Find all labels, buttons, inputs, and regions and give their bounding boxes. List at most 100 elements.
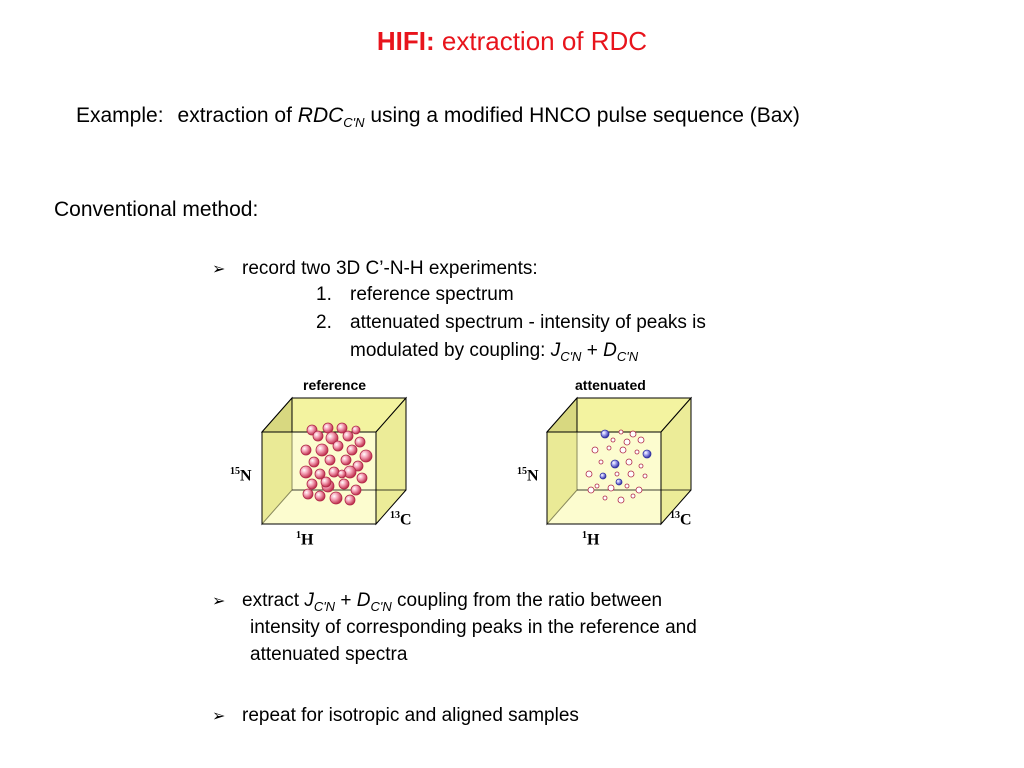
bullet-1-text: record two 3D C’-N-H experiments: [242, 258, 538, 279]
peak-marker [324, 454, 336, 466]
peak-marker [354, 436, 366, 448]
peak-marker [610, 437, 616, 443]
list-item-1: 1. reference spectrum [316, 282, 514, 308]
example-rdc-sub: C'N [343, 115, 365, 130]
peak-marker [346, 444, 358, 456]
plus-sign: + [581, 340, 604, 361]
peak-marker [332, 440, 344, 452]
reference-peaks [299, 422, 373, 506]
peak-marker [615, 478, 623, 486]
peak-marker [599, 472, 607, 480]
bullet-2-post: coupling from the ratio between [391, 590, 663, 611]
peak-marker [342, 430, 354, 442]
bullet-2-line2: intensity of corresponding peaks in the … [250, 617, 697, 638]
peak-marker [336, 422, 348, 434]
peak-marker [630, 493, 636, 499]
peak-marker [591, 446, 599, 454]
peak-marker [340, 454, 352, 466]
d-subscript: C'N [370, 599, 392, 614]
j-symbol: J [550, 340, 561, 361]
d-subscript: C'N [616, 349, 639, 364]
peak-marker [598, 459, 604, 465]
peak-marker [344, 494, 356, 506]
peak-marker [338, 478, 350, 490]
peak-marker [627, 470, 635, 478]
peak-marker [329, 491, 343, 505]
peak-marker [312, 430, 324, 442]
peak-marker [352, 460, 364, 472]
d-symbol: D [356, 590, 371, 611]
example-label: Example: [76, 104, 164, 127]
peak-marker [356, 472, 368, 484]
arrow-bullet-icon: ➢ [212, 593, 226, 610]
peak-marker [635, 486, 643, 494]
bullet-1: ➢ record two 3D C’-N-H experiments: [212, 256, 538, 283]
attenuated-cube [545, 396, 693, 526]
bullet-2: ➢ extract JC'N + DC'N coupling from the r… [212, 588, 662, 620]
peak-marker [325, 431, 339, 445]
peak-marker [299, 465, 313, 479]
example-rdc: RDC [297, 104, 344, 127]
peak-marker [642, 473, 648, 479]
peak-marker [320, 476, 332, 488]
arrow-bullet-icon: ➢ [212, 708, 226, 725]
j-symbol: J [304, 590, 314, 611]
list-item-2: 2. attenuated spectrum - intensity of pea… [316, 310, 706, 336]
list-item-1-num: 1. [316, 284, 332, 305]
peak-marker [607, 484, 615, 492]
example-post: using a modified HNCO pulse sequence (Ba… [364, 104, 800, 127]
peak-marker [322, 422, 334, 434]
list-item-2-text: attenuated spectrum - intensity of peaks… [350, 312, 706, 333]
title-rest: extraction of RDC [434, 26, 648, 56]
attenuated-peaks [585, 429, 652, 504]
arrow-bullet-icon: ➢ [212, 261, 226, 278]
peak-marker [600, 429, 610, 439]
peak-marker [619, 446, 627, 454]
peak-marker [315, 443, 329, 457]
peak-marker [617, 496, 625, 504]
bullet-3-text: repeat for isotropic and aligned samples [242, 705, 579, 726]
peak-marker [637, 436, 645, 444]
peak-marker [623, 438, 631, 446]
peak-marker [606, 445, 612, 451]
example-line: Example: extraction of RDCC'N using a mod… [76, 104, 800, 130]
peak-marker [350, 484, 362, 496]
d-symbol: D [603, 340, 617, 361]
reference-c-label: 13C [390, 510, 412, 529]
attenuated-h-label: 1H [582, 530, 600, 549]
peak-marker [618, 429, 624, 435]
peak-marker [642, 449, 652, 459]
peak-marker [328, 466, 340, 478]
slide-title: HIFI: extraction of RDC [0, 26, 1024, 57]
peak-marker [314, 468, 326, 480]
peak-marker [314, 490, 326, 502]
title-bold: HIFI: [376, 26, 435, 56]
peak-marker [629, 430, 637, 438]
plus-sign: + [335, 590, 357, 611]
section-heading: Conventional method: [54, 198, 259, 221]
peak-marker [308, 456, 320, 468]
peak-marker [610, 459, 620, 469]
list-item-2-num: 2. [316, 312, 332, 333]
list-item-1-text: reference spectrum [350, 284, 514, 305]
peak-marker [302, 488, 314, 500]
peak-marker [300, 444, 312, 456]
peak-marker [614, 471, 620, 477]
reference-cube [260, 396, 408, 526]
peak-marker [625, 458, 633, 466]
peak-marker [306, 478, 318, 490]
bullet-3: ➢ repeat for isotropic and aligned sample… [212, 703, 579, 730]
peak-marker [624, 483, 630, 489]
list-item-2-line2-pre: modulated by coupling: [350, 340, 551, 361]
attenuated-c-label: 13C [670, 510, 692, 529]
j-subscript: C'N [560, 349, 582, 364]
attenuated-n-label: 15N [517, 466, 539, 485]
bullet-2-line3: attenuated spectra [250, 644, 408, 665]
list-item-2-line2: modulated by coupling: JC'N + DC'N [350, 338, 638, 370]
peak-marker [602, 495, 608, 501]
peak-marker [585, 470, 593, 478]
peak-marker [587, 486, 595, 494]
bullet-2-pre: extract [242, 590, 305, 611]
peak-marker [359, 449, 373, 463]
j-subscript: C'N [313, 599, 336, 614]
